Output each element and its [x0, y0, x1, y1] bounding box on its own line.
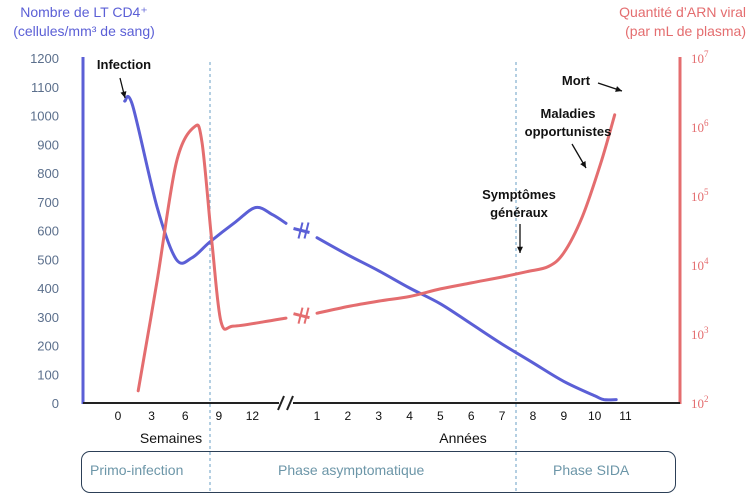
viral-rna-series-line-years — [315, 113, 617, 315]
left-axis-title-line2: (cellules/mm³ de sang) — [13, 23, 155, 39]
right-tick-label: 103 — [691, 325, 709, 342]
x-tick-label: 12 — [246, 409, 260, 423]
right-tick-label: 102 — [691, 394, 709, 411]
left-tick-label: 200 — [37, 339, 59, 354]
right-axis-title-line1: Quantité d’ARN viral — [619, 4, 746, 20]
x-tick-label: 11 — [619, 409, 632, 423]
annotation-mort-label: Mort — [562, 73, 591, 88]
left-tick-label: 300 — [37, 310, 59, 325]
left-tick-label: 1100 — [31, 80, 59, 95]
left-tick-label: 600 — [37, 224, 59, 239]
left-tick-label: 700 — [37, 195, 59, 210]
cd4-count-series-break-mark — [293, 222, 310, 239]
left-tick-label: 1000 — [30, 109, 59, 124]
left-tick-label: 400 — [37, 281, 59, 296]
phase-primo-infection-label: Primo-infection — [90, 462, 184, 478]
x-axis-label-years: Années — [439, 430, 486, 446]
x-tick-label: 4 — [406, 409, 413, 423]
cd4-count-series-line-years — [315, 236, 618, 402]
left-tick-label: 0 — [52, 396, 59, 411]
left-axis-title: Nombre de LT CD4⁺ (cellules/mm³ de sang) — [4, 3, 164, 41]
x-tick-label: 8 — [530, 409, 537, 423]
x-tick-label: 6 — [468, 409, 475, 423]
left-tick-label: 500 — [37, 252, 59, 267]
phase-sida-label: Phase SIDA — [553, 462, 630, 478]
annotation-maladies-arrow — [571, 143, 587, 169]
left-tick-label: 1200 — [30, 51, 59, 66]
right-axis-title-line2: (par mL de plasma) — [625, 23, 746, 39]
annotation-symptomes-label: généraux — [490, 205, 549, 220]
x-tick-label: 5 — [437, 409, 444, 423]
right-tick-label: 106 — [691, 118, 709, 135]
x-tick-label: 9 — [215, 409, 222, 423]
annotation-infection-label: Infection — [97, 57, 151, 72]
phase-asymptomatique-label: Phase asymptomatique — [278, 462, 425, 478]
cd4-count-series-line-weeks — [123, 94, 288, 265]
viral-rna-series-break-mark — [293, 307, 310, 324]
annotation-mort-arrow — [597, 82, 623, 92]
x-axis-label-weeks: Semaines — [140, 430, 202, 446]
annotation-symptomes-label: Symptômes — [482, 187, 556, 202]
annotation-maladies-label: Maladies — [541, 106, 596, 121]
left-tick-label: 900 — [37, 137, 59, 152]
left-tick-label: 800 — [37, 166, 59, 181]
x-axis-break-mark — [277, 395, 294, 411]
right-tick-label: 105 — [691, 187, 709, 204]
annotation-maladies-label: opportunistes — [525, 124, 612, 139]
left-tick-label: 100 — [37, 367, 59, 382]
viral-rna-series-line-weeks — [136, 123, 288, 393]
x-tick-label: 3 — [148, 409, 155, 423]
annotation-infection-arrow — [119, 77, 127, 99]
right-tick-label: 104 — [691, 256, 709, 273]
left-axis-title-line1: Nombre de LT CD4⁺ — [20, 4, 148, 20]
x-tick-label: 1 — [314, 409, 321, 423]
x-tick-label: 9 — [560, 409, 567, 423]
x-tick-label: 7 — [499, 409, 506, 423]
phase-legend-box — [81, 451, 676, 493]
annotation-symptomes-arrow — [517, 224, 523, 253]
x-tick-label: 6 — [182, 409, 189, 423]
x-tick-label: 3 — [375, 409, 382, 423]
right-axis-title: Quantité d’ARN viral (par mL de plasma) — [596, 3, 746, 41]
x-tick-label: 0 — [115, 409, 122, 423]
x-tick-label: 10 — [588, 409, 602, 423]
right-tick-label: 107 — [691, 49, 709, 66]
x-tick-label: 2 — [345, 409, 352, 423]
